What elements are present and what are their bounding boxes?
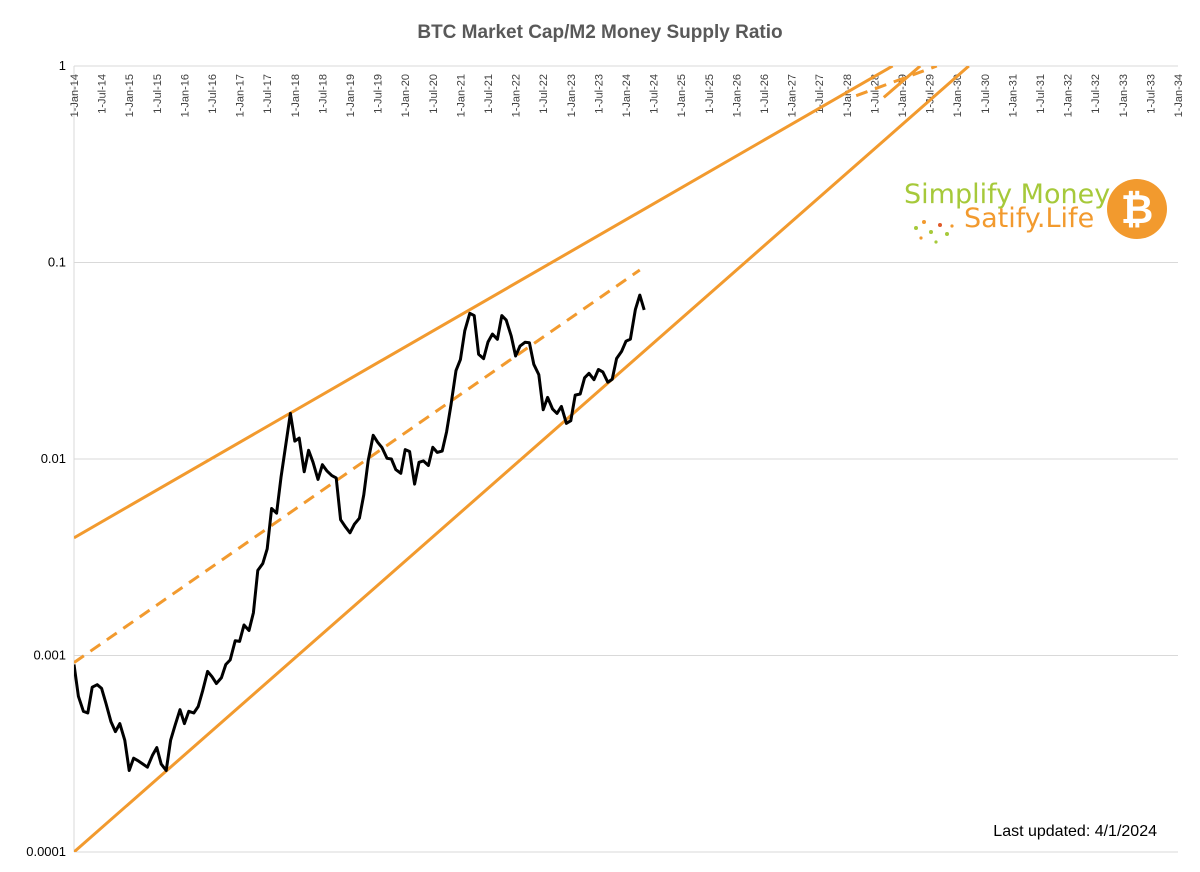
x-tick-label: 1-Jul-20 xyxy=(428,74,440,114)
x-tick-label: 1-Jan-28 xyxy=(842,74,854,117)
series-line-btc-ratio xyxy=(74,293,646,772)
x-tick-label: 1-Jan-31 xyxy=(1007,74,1019,117)
x-tick-label: 1-Jul-28 xyxy=(869,74,881,114)
x-tick-label: 1-Jan-34 xyxy=(1173,74,1185,117)
x-tick-label: 1-Jan-24 xyxy=(621,74,633,117)
x-tick-label: 1-Jul-18 xyxy=(317,74,329,114)
chart-title: BTC Market Cap/M2 Money Supply Ratio xyxy=(417,22,782,43)
trend-line xyxy=(74,268,641,664)
last-updated-note: Last updated: 4/1/2024 xyxy=(993,823,1157,840)
y-tick-label: 0.1 xyxy=(48,255,66,270)
x-tick-label: 1-Jan-30 xyxy=(952,74,964,117)
bitcoin-glyph: ₿ xyxy=(1121,187,1154,233)
x-tick-label: 1-Jan-18 xyxy=(290,74,302,117)
x-tick-label: 1-Jan-26 xyxy=(731,74,743,117)
x-tick-label: 1-Jan-27 xyxy=(787,74,799,117)
x-tick-label: 1-Jul-33 xyxy=(1145,74,1157,114)
gridlines xyxy=(73,65,1178,853)
x-tick-label: 1-Jul-17 xyxy=(262,74,274,114)
x-tick-label: 1-Jul-30 xyxy=(980,74,992,114)
x-tick-label: 1-Jan-19 xyxy=(345,74,357,117)
bitcoin-icon: ₿ xyxy=(1107,179,1167,239)
x-axis-ticks: 1-Jan-14 1-Jul-14 1-Jan-15 1-Jul-15 1-Jan-16… xyxy=(69,74,1185,117)
x-tick-label: 1-Jul-23 xyxy=(593,74,605,114)
y-tick-label: 0.001 xyxy=(33,648,66,663)
y-tick-label: 0.0001 xyxy=(26,844,66,859)
trend-line xyxy=(882,66,922,99)
x-tick-label: 1-Jul-15 xyxy=(152,74,164,114)
x-tick-label: 1-Jan-21 xyxy=(455,74,467,117)
brand-sprig-decoration xyxy=(914,220,954,244)
brand-line1: Simplify Money xyxy=(904,179,1110,210)
brand-line2: Satify.Life xyxy=(964,203,1094,234)
x-tick-label: 1-Jul-14 xyxy=(97,74,109,114)
x-tick-label: 1-Jan-20 xyxy=(400,74,412,117)
x-tick-label: 1-Jan-17 xyxy=(235,74,247,117)
x-tick-label: 1-Jan-33 xyxy=(1118,74,1130,117)
x-tick-label: 1-Jul-31 xyxy=(1035,74,1047,114)
x-tick-label: 1-Jul-19 xyxy=(373,74,385,114)
x-tick-label: 1-Jan-16 xyxy=(179,74,191,117)
x-tick-label: 1-Jul-27 xyxy=(814,74,826,114)
x-tick-label: 1-Jul-21 xyxy=(483,74,495,114)
x-tick-label: 1-Jan-23 xyxy=(566,74,578,117)
series-group xyxy=(74,66,970,852)
x-tick-label: 1-Jan-15 xyxy=(124,74,136,117)
x-tick-label: 1-Jul-16 xyxy=(207,74,219,114)
trend-line xyxy=(74,66,970,852)
x-tick-label: 1-Jan-25 xyxy=(676,74,688,117)
y-axis-ticks: 1 0.1 0.01 0.001 0.0001 xyxy=(26,58,66,859)
x-tick-label: 1-Jan-22 xyxy=(511,74,523,117)
y-tick-label: 1 xyxy=(59,58,66,73)
y-tick-label: 0.01 xyxy=(41,451,66,466)
x-tick-label: 1-Jul-26 xyxy=(759,74,771,114)
x-tick-label: 1-Jan-32 xyxy=(1063,74,1075,117)
trend-line xyxy=(74,66,894,540)
x-tick-label: 1-Jul-32 xyxy=(1090,74,1102,114)
trend-line xyxy=(855,66,938,98)
brand-logo: Simplify Money Satify.Life ₿ xyxy=(904,179,1167,244)
x-tick-label: 1-Jul-22 xyxy=(538,74,550,114)
x-tick-label: 1-Jan-14 xyxy=(69,74,81,117)
x-tick-label: 1-Jul-25 xyxy=(704,74,716,114)
x-tick-label: 1-Jul-24 xyxy=(649,74,661,114)
